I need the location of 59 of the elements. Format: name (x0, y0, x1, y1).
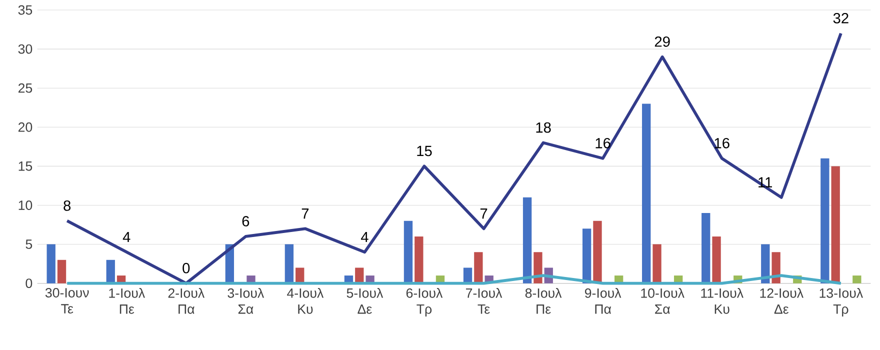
bar (593, 220, 602, 284)
data-label: 29 (654, 36, 670, 47)
bar (404, 220, 413, 284)
bar (582, 228, 592, 284)
bar (46, 244, 56, 284)
bar (712, 236, 721, 284)
bar (284, 244, 294, 284)
data-label: 18 (536, 122, 551, 133)
y-tick-label: 10 (18, 200, 32, 210)
x-tick-label: 4-Ιουλ Κυ (287, 288, 324, 314)
data-label: 16 (596, 138, 610, 148)
y-tick-label: 20 (18, 122, 32, 132)
bar (522, 197, 532, 284)
bar (852, 276, 862, 284)
bar (463, 268, 472, 284)
x-tick-label: 11-Ιουλ Κυ (701, 288, 744, 314)
x-tick-label: 1-Ιουλ Πε (109, 288, 145, 314)
x-tick-label: 8-Ιουλ Πε (525, 288, 562, 314)
bar (642, 104, 651, 284)
data-label: 16 (714, 138, 730, 148)
line-series (66, 32, 842, 285)
data-label: 7 (480, 208, 488, 219)
x-tick-label: 6-Ιουλ Τρ (406, 288, 443, 316)
data-label: 6 (242, 216, 250, 226)
x-tick-label: 13-Ιουλ Τρ (820, 288, 863, 316)
bar (831, 166, 840, 284)
bar (652, 244, 662, 284)
bar (106, 260, 115, 284)
data-label: 8 (64, 200, 71, 211)
y-tick-label: 0 (26, 278, 32, 288)
bar (474, 252, 483, 284)
bar (772, 252, 780, 284)
bar (57, 260, 66, 284)
x-tick-label: 12-Ιουλ Δε (760, 288, 804, 314)
x-tick-label: 5-Ιουλ Δε (346, 288, 384, 314)
data-label: 15 (417, 146, 432, 156)
x-tick-label: 7-Ιουλ Τε (466, 288, 502, 314)
x-tick-label: 30-Ιουν Τε (45, 288, 89, 314)
bar (820, 158, 830, 284)
y-tick-label: 15 (18, 162, 32, 171)
y-tick-label: 35 (18, 5, 32, 15)
data-label: 0 (182, 262, 190, 274)
bar (296, 268, 304, 284)
data-label: 32 (833, 13, 848, 24)
bar (355, 268, 364, 284)
y-tick-label: 5 (26, 240, 32, 249)
data-label: 7 (302, 208, 309, 219)
bar (761, 244, 770, 284)
data-label: 11 (758, 177, 772, 188)
y-tick-label: 30 (18, 44, 32, 54)
x-tick-label: 9-Ιουλ Πα (584, 288, 622, 314)
y-tick-label: 25 (18, 83, 32, 93)
bar (414, 236, 424, 284)
x-tick-label: 10-Ιουλ Σα (641, 288, 684, 314)
data-label: 4 (360, 232, 368, 242)
x-tick-label: 3-Ιουλ Σα (228, 288, 264, 314)
x-tick-label: 2-Ιουλ Πα (168, 288, 204, 314)
bar (702, 213, 710, 284)
data-label: 4 (122, 232, 130, 242)
